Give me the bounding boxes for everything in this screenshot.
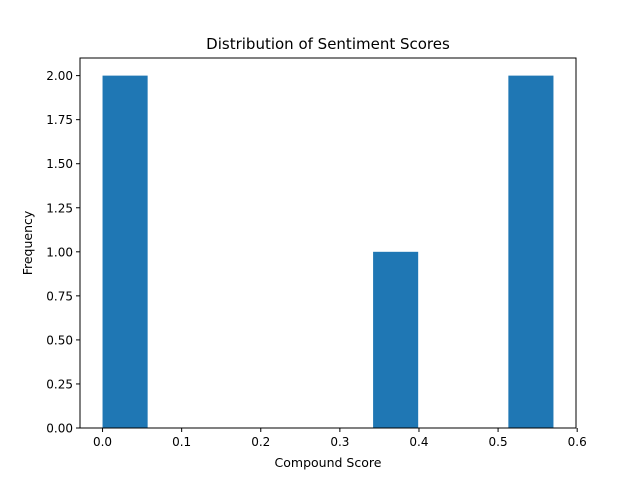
y-tick-label: 0.75 <box>46 289 73 303</box>
y-tick-label: 1.50 <box>46 157 73 171</box>
y-tick-label: 2.00 <box>46 69 73 83</box>
x-tick-label: 0.2 <box>251 435 270 449</box>
y-axis-title: Frequency <box>20 210 35 275</box>
y-tick-label: 0.25 <box>46 377 73 391</box>
y-tick-label: 1.75 <box>46 113 73 127</box>
x-tick-label: 0.3 <box>330 435 349 449</box>
x-axis-title: Compound Score <box>275 455 382 470</box>
chart-title: Distribution of Sentiment Scores <box>206 35 450 53</box>
x-tick-label: 0.6 <box>568 435 587 449</box>
histogram-bar-6 <box>373 251 419 428</box>
axes-layer <box>79 57 577 429</box>
bars-layer <box>102 75 554 428</box>
x-tick-label: 0.1 <box>172 435 191 449</box>
x-axis-ticks: 0.0 0.1 0.2 0.3 0.4 0.5 0.6 <box>93 428 587 449</box>
x-tick-label: 0.0 <box>93 435 112 449</box>
histogram-bar-9 <box>508 75 554 428</box>
y-tick-label: 0.50 <box>46 333 73 347</box>
y-axis-ticks: 0.00 0.25 0.50 0.75 1.00 1.25 1.50 1.75 2.00 <box>46 69 80 436</box>
histogram-bar-0 <box>102 75 148 428</box>
y-tick-label: 0.00 <box>46 422 73 436</box>
x-tick-label: 0.5 <box>489 435 508 449</box>
y-tick-label: 1.00 <box>46 245 73 259</box>
plot-frame <box>79 57 577 429</box>
x-tick-label: 0.4 <box>409 435 428 449</box>
y-tick-label: 1.25 <box>46 201 73 215</box>
